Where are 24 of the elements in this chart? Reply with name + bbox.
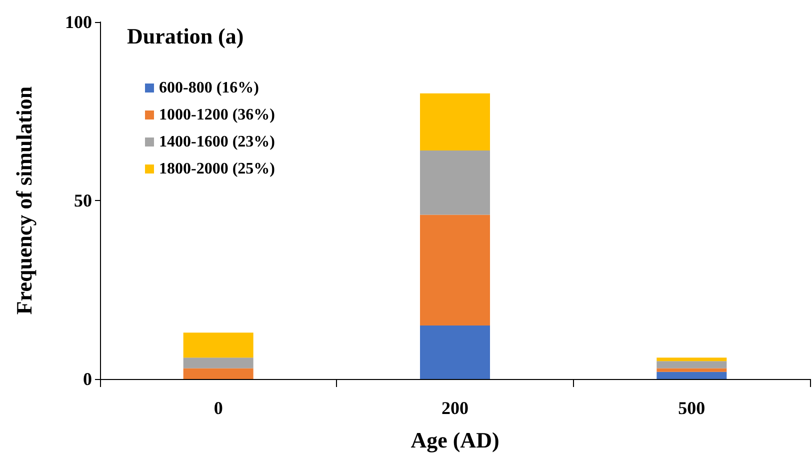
y-axis-title: Frequency of simulation xyxy=(12,86,36,315)
legend-label: 1400-1600 (23%) xyxy=(159,134,275,150)
bar xyxy=(183,368,254,379)
bar xyxy=(183,358,254,368)
bar xyxy=(420,150,490,215)
y-tick-label: 0 xyxy=(83,369,92,389)
bar xyxy=(420,325,490,379)
x-tick-label: 200 xyxy=(442,398,468,418)
bar xyxy=(183,332,254,358)
x-tick-label: 500 xyxy=(678,398,706,418)
bar xyxy=(656,368,727,372)
bar xyxy=(420,214,490,326)
x-axis-title: Age (AD) xyxy=(410,428,500,452)
bar xyxy=(656,372,727,379)
y-tick-label: 100 xyxy=(65,12,92,32)
x-tick-label: 0 xyxy=(214,398,223,418)
legend-label: 1000-1200 (36%) xyxy=(159,106,275,124)
bar xyxy=(656,358,727,362)
bar xyxy=(420,93,490,151)
bar xyxy=(656,361,727,368)
legend-label: 600-800 (16%) xyxy=(159,80,259,96)
legend-title: Duration (a) xyxy=(127,24,244,48)
y-tick-label: 50 xyxy=(74,190,92,210)
legend-label: 1800-2000 (25%) xyxy=(159,160,275,178)
